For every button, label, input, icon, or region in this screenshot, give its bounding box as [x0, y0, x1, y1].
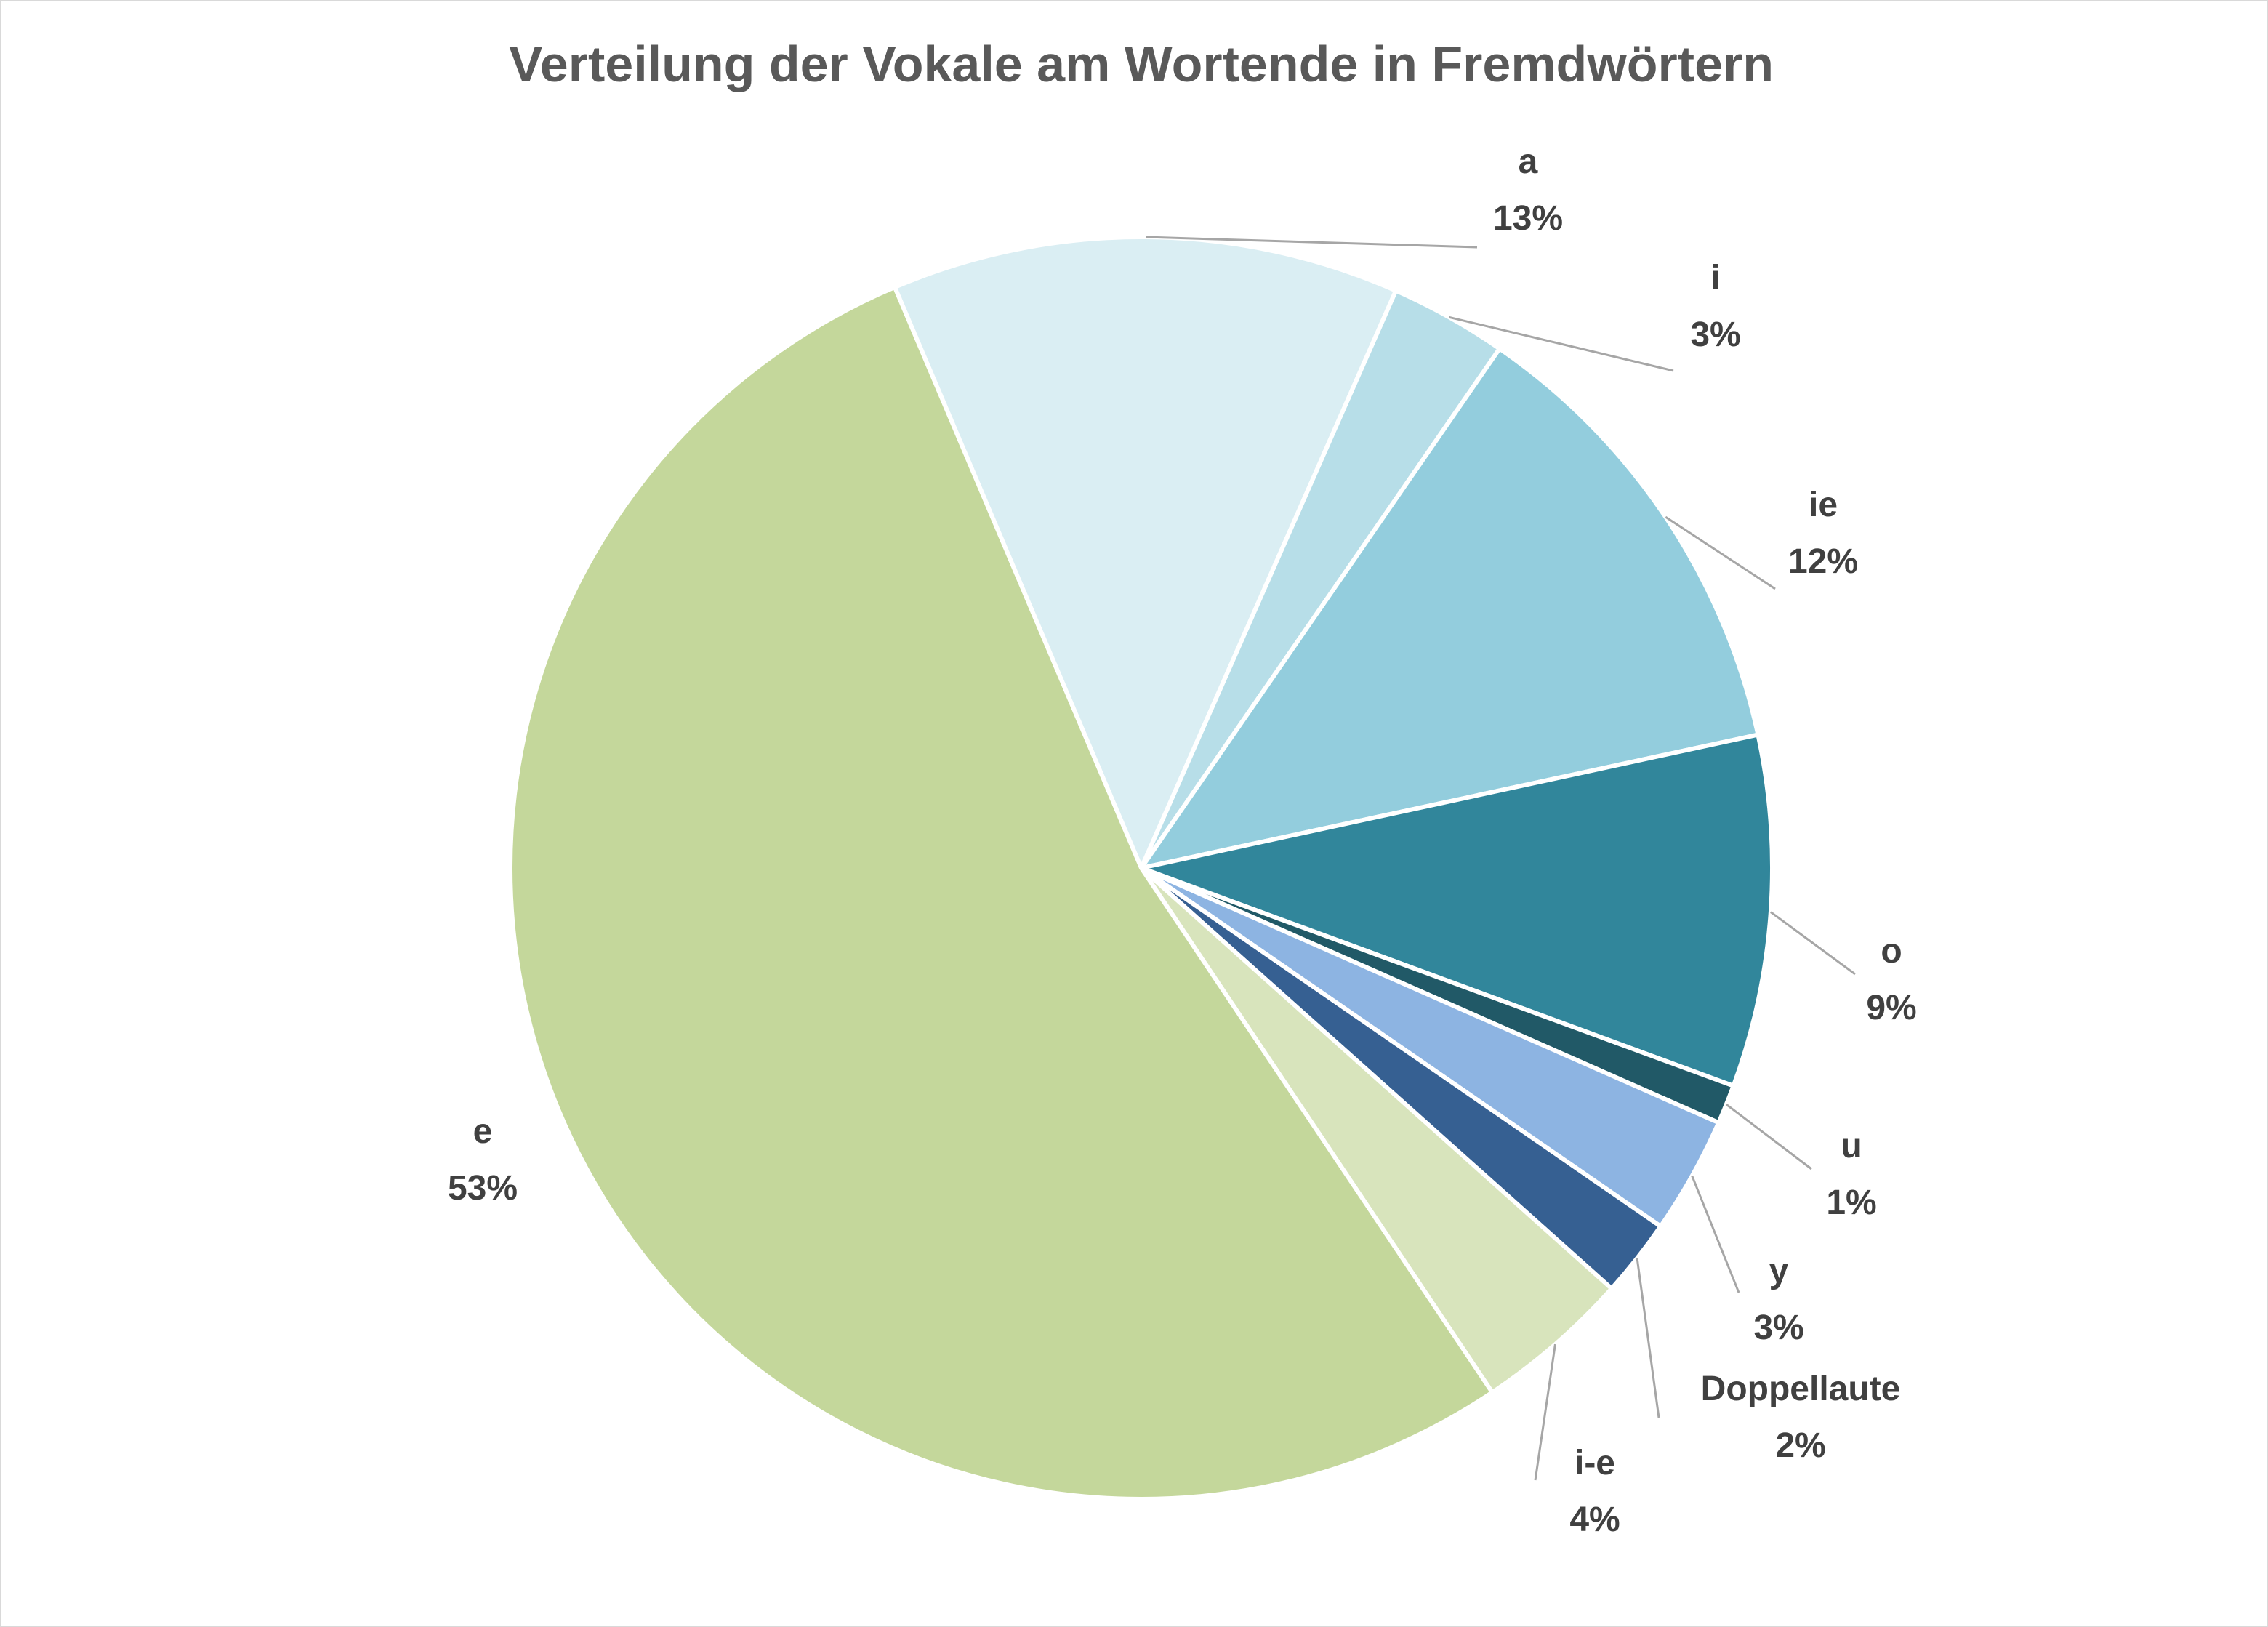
leader-line-a [1146, 236, 1478, 249]
pie-slice-i-e [1139, 866, 1615, 1396]
data-label-name-i-e: i-e [1575, 1444, 1615, 1482]
data-label-value-ie: 12% [1788, 542, 1858, 581]
leader-line-o [1769, 911, 1856, 976]
data-label-name-i: i [1710, 259, 1720, 297]
pie-slice-ie [1136, 345, 1761, 872]
data-label-name-y: y [1769, 1252, 1789, 1290]
data-label-value-e: 53% [448, 1169, 518, 1208]
data-label-value-i: 3% [1690, 316, 1740, 354]
data-label-value-y: 3% [1753, 1309, 1803, 1347]
data-label-name-o: o [1881, 932, 1902, 971]
data-label-name-a: a [1519, 142, 1538, 181]
leader-lines [1146, 236, 1856, 1481]
data-label-name-u: u [1841, 1127, 1862, 1165]
data-label-value-u: 1% [1826, 1184, 1876, 1222]
leader-line-u [1725, 1103, 1812, 1170]
data-label-value-a: 13% [1493, 199, 1563, 238]
data-label-name-e: e [473, 1112, 493, 1151]
pie-slice-e [508, 284, 1496, 1502]
data-label-value-doppellaute: 2% [1775, 1426, 1825, 1465]
pie-slices [508, 235, 1774, 1502]
leader-line-doppellaute [1636, 1258, 1660, 1418]
data-label-name-doppellaute: Doppellaute [1701, 1370, 1901, 1408]
leader-line-i [1449, 316, 1674, 372]
data-label-value-i-e: 4% [1569, 1501, 1620, 1539]
leader-line-y [1691, 1175, 1740, 1293]
leader-line-i-e [1534, 1343, 1556, 1481]
data-labels: a 13% i 3% ie 12% o 9% u 1% y 3% Doppellaute 2% i-e 4% e… [448, 142, 1917, 1539]
leader-line-ie [1665, 515, 1776, 590]
data-label-name-ie: ie [1809, 486, 1838, 524]
data-label-value-o: 9% [1866, 989, 1916, 1027]
chart-title: Verteilung der Vokale am Wortende in Fre… [509, 36, 1774, 92]
